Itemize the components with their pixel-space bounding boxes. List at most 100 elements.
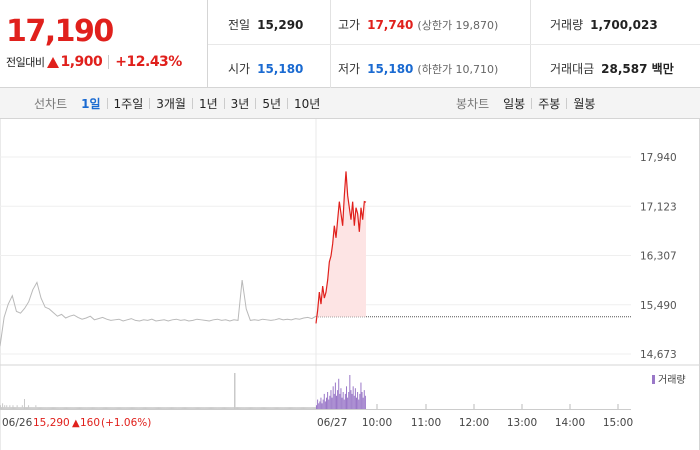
candle-daily[interactable]: 일봉: [503, 97, 526, 111]
today-price-fill: [316, 171, 366, 324]
volume-bar: [309, 407, 311, 409]
period-1d[interactable]: 1일: [81, 97, 101, 111]
stat-value: 15,180: [257, 62, 304, 76]
x-tick-label: 13:00: [507, 417, 537, 429]
candle-monthly[interactable]: 월봉: [573, 97, 596, 111]
volume-bar: [41, 407, 43, 409]
x-tick-label: 15:00: [603, 417, 633, 429]
volume-bar: [189, 407, 191, 409]
volume-bar: [83, 407, 85, 409]
volume-bar: [227, 407, 229, 409]
volume-bar: [6, 405, 8, 409]
period-5y[interactable]: 5년: [262, 97, 282, 111]
volume-bar: [255, 407, 257, 409]
volume-bar: [231, 407, 233, 409]
stat-sub: (하한가 10,710): [417, 63, 499, 76]
volume-bar: [228, 407, 230, 409]
volume-bar: [321, 403, 323, 409]
volume-bar: [80, 407, 82, 409]
volume-bar: [222, 407, 224, 409]
volume-bar: [359, 393, 361, 409]
period-1y[interactable]: 1년: [198, 97, 218, 111]
stat-trade-value: 거래대금 28,587 백만: [550, 60, 674, 77]
volume-bar: [308, 407, 310, 409]
volume-bar: [174, 407, 176, 409]
stat-value: 15,180: [367, 62, 414, 76]
volume-bar: [286, 407, 288, 409]
volume-bar: [296, 407, 298, 409]
volume-bar: [149, 407, 151, 409]
volume-bar: [1, 407, 3, 409]
header-row-divider: [208, 44, 700, 45]
candle-weekly[interactable]: 주봉: [538, 97, 561, 111]
volume-bar: [96, 407, 98, 409]
volume-bar: [27, 407, 29, 409]
x-tick-label: 11:00: [411, 417, 441, 429]
volume-bar: [287, 407, 289, 409]
volume-bar: [112, 407, 114, 409]
volume-bar: [336, 395, 337, 409]
volume-bar: [76, 407, 78, 409]
volume-bar: [224, 407, 226, 409]
volume-bar: [62, 407, 64, 409]
volume-bar: [352, 386, 354, 409]
change-label: 전일대비: [6, 56, 45, 69]
volume-bar: [28, 405, 30, 409]
y-tick-label: 16,307: [640, 251, 677, 263]
volume-bar: [292, 407, 294, 409]
volume-bar: [163, 407, 165, 409]
volume-bar: [71, 407, 73, 409]
volume-bar: [218, 407, 220, 409]
volume-bar: [134, 407, 136, 409]
volume-bar: [206, 407, 208, 409]
volume-bar: [201, 407, 203, 409]
volume-bar: [354, 388, 356, 409]
volume-bar: [331, 397, 333, 409]
volume-bar: [94, 407, 96, 409]
prev-day-change-pct-label: (+1.06%): [101, 417, 151, 429]
volume-bar: [166, 407, 168, 409]
volume-bar: [24, 407, 26, 409]
volume-bar: [53, 407, 55, 409]
volume-bar: [242, 407, 244, 409]
toolbar-divider: [531, 98, 533, 109]
volume-bar: [253, 407, 255, 409]
volume-bar: [351, 393, 353, 409]
volume-bar: [93, 407, 95, 409]
volume-bar: [284, 407, 286, 409]
toolbar-divider: [191, 98, 193, 109]
volume-bar: [209, 407, 211, 409]
volume-bar: [72, 407, 74, 409]
volume-bar: [3, 407, 5, 409]
period-1w[interactable]: 1주일: [113, 97, 144, 111]
stat-value: 17,740: [367, 18, 414, 32]
volume-bar: [16, 405, 18, 409]
volume-bar: [280, 407, 282, 409]
volume-bar: [202, 407, 204, 409]
volume-bar: [349, 375, 351, 409]
volume-bar: [118, 407, 120, 409]
volume-bar: [21, 405, 23, 409]
stat-sub: (상한가 19,870): [417, 19, 499, 32]
volume-bar: [24, 399, 25, 409]
volume-bar: [54, 407, 56, 409]
volume-bar: [342, 392, 344, 409]
volume-bar: [347, 397, 349, 409]
volume-bar: [44, 407, 46, 409]
period-3y[interactable]: 3년: [230, 97, 250, 111]
volume-legend-swatch: [652, 375, 655, 384]
volume-bar: [217, 407, 219, 409]
volume-bar: [306, 407, 308, 409]
volume-bar: [121, 407, 123, 409]
volume-bar: [204, 407, 206, 409]
period-10y[interactable]: 10년: [294, 97, 321, 111]
volume-bar: [172, 407, 174, 409]
volume-bar: [270, 407, 272, 409]
volume-bar: [36, 407, 38, 409]
volume-bar: [272, 407, 274, 409]
volume-bar: [268, 407, 270, 409]
volume-bar: [328, 399, 330, 409]
volume-bar: [271, 407, 273, 409]
volume-bar: [313, 407, 315, 409]
period-3m[interactable]: 3개월: [156, 97, 186, 111]
